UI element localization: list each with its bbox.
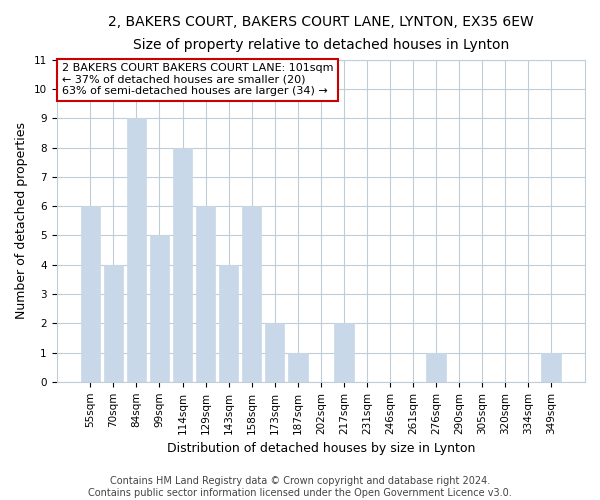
Bar xyxy=(541,352,561,382)
Bar xyxy=(173,148,193,382)
Bar xyxy=(288,352,308,382)
Bar xyxy=(219,265,238,382)
Text: 2 BAKERS COURT BAKERS COURT LANE: 101sqm
← 37% of detached houses are smaller (2: 2 BAKERS COURT BAKERS COURT LANE: 101sqm… xyxy=(62,63,334,96)
Bar xyxy=(242,206,262,382)
X-axis label: Distribution of detached houses by size in Lynton: Distribution of detached houses by size … xyxy=(167,442,475,455)
Y-axis label: Number of detached properties: Number of detached properties xyxy=(15,122,28,320)
Bar xyxy=(149,236,169,382)
Bar xyxy=(196,206,215,382)
Bar xyxy=(265,324,284,382)
Text: Contains HM Land Registry data © Crown copyright and database right 2024.
Contai: Contains HM Land Registry data © Crown c… xyxy=(88,476,512,498)
Bar xyxy=(334,324,353,382)
Bar xyxy=(80,206,100,382)
Bar xyxy=(127,118,146,382)
Title: 2, BAKERS COURT, BAKERS COURT LANE, LYNTON, EX35 6EW
Size of property relative t: 2, BAKERS COURT, BAKERS COURT LANE, LYNT… xyxy=(108,15,533,52)
Bar xyxy=(104,265,123,382)
Bar xyxy=(426,352,446,382)
